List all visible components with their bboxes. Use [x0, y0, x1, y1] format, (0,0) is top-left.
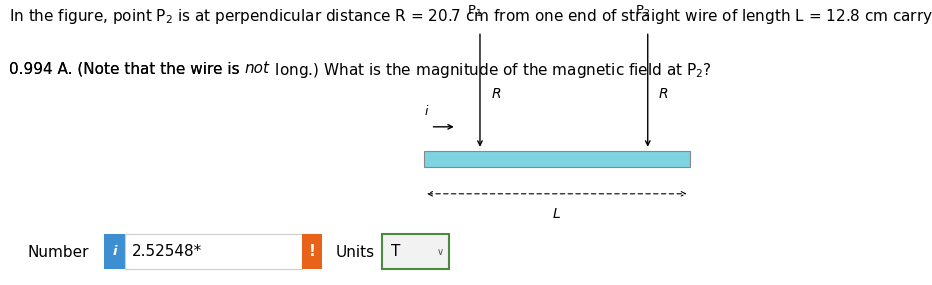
Text: 0.994 A. (Note that the wire is: 0.994 A. (Note that the wire is [9, 61, 245, 76]
Text: 0.994 A. (Note that the wire is: 0.994 A. (Note that the wire is [9, 61, 245, 76]
Text: L: L [553, 207, 560, 221]
Text: T: T [391, 244, 401, 259]
Text: !: ! [308, 244, 316, 259]
Bar [424, 151, 690, 167]
Text: i: i [425, 105, 429, 118]
Text: not: not [245, 61, 270, 76]
Text: P$_1$: P$_1$ [467, 3, 482, 19]
Text: i: i [113, 245, 116, 258]
Text: long.) What is the magnitude of the magnetic field at P$_2$?: long.) What is the magnitude of the magn… [270, 61, 712, 80]
Text: R: R [659, 87, 668, 101]
Text: In the figure, point P$_2$ is at perpendicular distance R = 20.7 cm from one end: In the figure, point P$_2$ is at perpend… [9, 7, 932, 26]
Bar [125, 234, 302, 269]
Text: P$_2$: P$_2$ [635, 3, 650, 19]
Text: 2.52548*: 2.52548* [132, 244, 202, 259]
Text: ∨: ∨ [436, 247, 444, 256]
FancyBboxPatch shape [382, 234, 449, 269]
Text: Number: Number [28, 245, 89, 260]
Text: Units: Units [336, 245, 375, 260]
Bar [302, 234, 322, 269]
Text: R: R [491, 87, 500, 101]
Bar [104, 234, 125, 269]
